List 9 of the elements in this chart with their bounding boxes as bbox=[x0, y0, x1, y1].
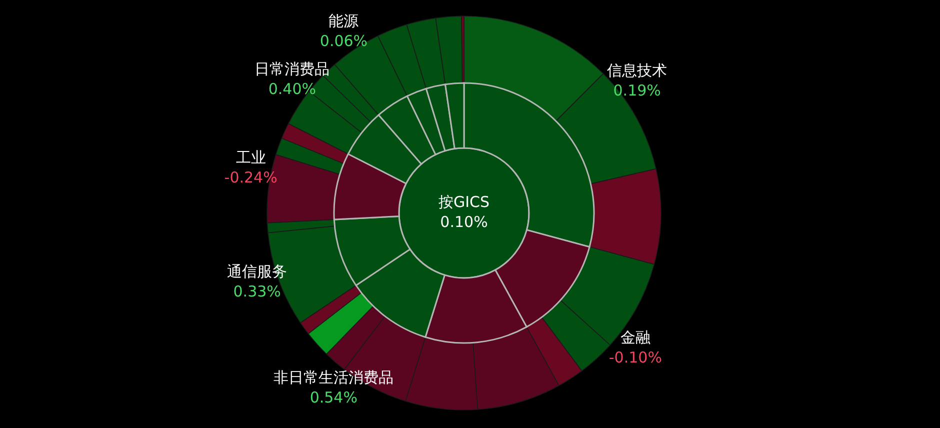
category-label: 金融 -0.10% bbox=[608, 328, 662, 367]
category-label: 信息技术 0.19% bbox=[607, 61, 668, 100]
category-label: 工业 -0.24% bbox=[224, 148, 278, 186]
category-label: 通信服务 0.33% bbox=[227, 262, 288, 301]
text: 按GICS bbox=[438, 193, 490, 211]
category-label: 非日常生活消费品 0.54% bbox=[274, 368, 394, 407]
text: 0.10% bbox=[440, 213, 488, 231]
category-label: 能源 0.06% bbox=[320, 12, 368, 50]
category-label: 日常消费品 0.40% bbox=[254, 60, 330, 98]
